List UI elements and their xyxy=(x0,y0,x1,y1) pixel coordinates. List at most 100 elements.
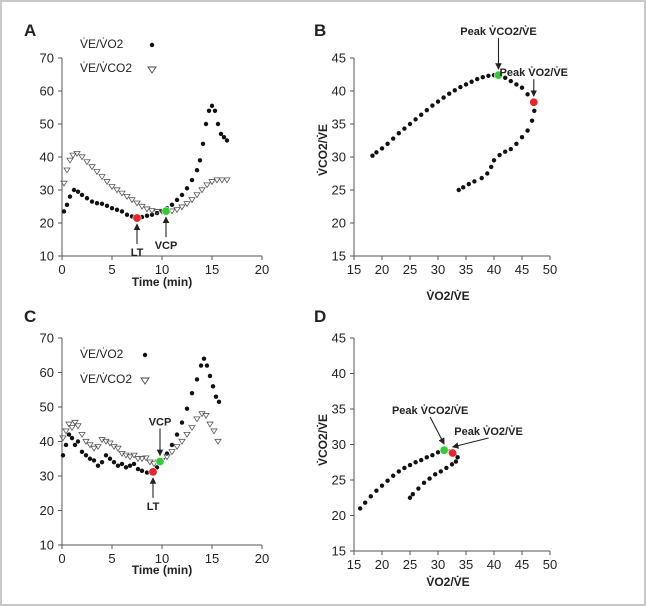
y-tick-label: 50 xyxy=(40,117,54,132)
x-tick-label: 0 xyxy=(58,262,65,277)
data-point xyxy=(363,500,368,505)
y-tick-label: 20 xyxy=(40,216,54,231)
data-point-ve-vo2 xyxy=(179,192,185,198)
data-point-ve-vco2 xyxy=(78,432,86,438)
data-point-ve-vco2 xyxy=(134,456,142,463)
data-point xyxy=(374,488,379,493)
x-tick-label: 15 xyxy=(205,262,219,277)
annotation-label: VCP xyxy=(149,417,172,429)
data-point xyxy=(435,99,441,104)
data-point xyxy=(368,494,373,499)
data-point xyxy=(391,136,396,141)
data-point-ve-vo2 xyxy=(216,399,222,405)
data-point-ve-vco2 xyxy=(203,182,211,189)
y-tick-label: 20 xyxy=(40,503,54,518)
data-point-ve-vo2 xyxy=(119,461,125,467)
data-point-ve-vco2 xyxy=(210,428,218,435)
y-tick-label: 15 xyxy=(332,544,346,559)
data-point-ve-vo2 xyxy=(212,108,218,114)
data-point xyxy=(486,73,491,79)
annotation-label: Peak V̇O2/V̇E xyxy=(454,425,523,438)
data-point-ve-vo2 xyxy=(123,465,129,470)
data-point-ve-vco2 xyxy=(82,438,90,445)
panel-d-points xyxy=(357,445,460,511)
data-point xyxy=(458,84,463,90)
data-point-ve-vco2 xyxy=(168,208,176,215)
data-point-ve-vco2 xyxy=(94,444,102,451)
data-point xyxy=(519,135,525,140)
panel-b-x-axis-title: V̇O2/V̇E xyxy=(426,288,469,303)
y-tick-label: 35 xyxy=(332,117,346,132)
data-point-ve-vco2 xyxy=(128,197,136,204)
panel-d-y-axis-title: V̇CO2/V̇E xyxy=(315,414,330,466)
data-point-ve-vco2 xyxy=(123,194,131,200)
data-point-ve-vco2 xyxy=(148,208,156,215)
data-point xyxy=(461,185,466,190)
data-point xyxy=(385,478,390,483)
data-point-ve-vco2 xyxy=(63,167,71,174)
data-point-ve-vco2 xyxy=(188,425,196,432)
legend-label-ve-vo2: V̇E/V̇O2 xyxy=(80,37,124,51)
annotation-label: Peak V̇O2/V̇E xyxy=(500,67,569,80)
data-point-ve-vco2 xyxy=(65,421,73,428)
data-point-ve-vo2 xyxy=(127,463,133,468)
data-point-ve-vo2 xyxy=(124,212,130,217)
data-point xyxy=(453,459,459,464)
panel-d-axes: 15 20 25 30 35 40 45 50 15 20 25 30 35 40 45 xyxy=(332,331,558,573)
data-point-ve-vco2 xyxy=(218,177,226,184)
data-point xyxy=(491,158,497,163)
annotation-label: Peak V̇CO2/V̇E xyxy=(392,405,468,418)
data-point-ve-vo2 xyxy=(79,192,85,198)
y-tick-label: 20 xyxy=(332,216,346,231)
data-point-ve-vo2 xyxy=(99,201,105,207)
data-point xyxy=(427,476,432,481)
y-tick-label: 30 xyxy=(40,183,54,198)
x-tick-label: 20 xyxy=(375,262,389,277)
panel-d: 15 20 25 30 35 40 45 50 15 20 25 30 35 40 45 Peak V̇CO… xyxy=(315,331,557,590)
y-tick-label: 45 xyxy=(332,331,346,346)
x-tick-label: 0 xyxy=(58,551,65,566)
data-point-ve-vo2 xyxy=(215,121,221,127)
panel-b-annotations: Peak V̇CO2/V̇E Peak V̇O2/V̇E xyxy=(460,26,568,97)
data-point-ve-vco2 xyxy=(173,207,181,214)
data-point-ve-vo2 xyxy=(221,135,227,140)
panel-a-axes: 0 5 10 15 20 10 20 30 40 50 60 70 xyxy=(40,51,270,278)
data-point-ve-vco2 xyxy=(202,413,210,419)
data-point xyxy=(396,131,401,136)
highlight-point xyxy=(439,445,449,455)
data-point-ve-vo2 xyxy=(139,468,145,474)
data-point-ve-vco2 xyxy=(143,206,151,213)
data-point-ve-vo2 xyxy=(135,466,141,472)
x-tick-label: 45 xyxy=(515,262,529,277)
data-point-ve-vo2 xyxy=(179,420,185,425)
data-point-ve-vco2 xyxy=(66,157,74,164)
y-tick-label: 30 xyxy=(40,469,54,484)
data-point-ve-vco2 xyxy=(193,192,201,199)
data-point xyxy=(433,472,438,477)
data-point xyxy=(519,85,525,90)
data-point-ve-vo2 xyxy=(75,189,81,194)
legend-marker-ve-vco2 xyxy=(140,377,150,385)
panel-b: 15 20 25 30 35 40 45 50 15 20 25 30 35 40 45 Peak V̇CO… xyxy=(315,26,568,303)
x-tick-label: 30 xyxy=(431,262,445,277)
y-tick-label: 25 xyxy=(332,473,346,488)
annotation-label: VCP xyxy=(155,240,178,252)
panel-c: 0 5 10 15 20 10 20 30 40 50 60 70 LT VCP V̇E/V̇O2 V̇… xyxy=(40,331,270,578)
data-point xyxy=(447,91,452,96)
data-point-ve-vo2 xyxy=(198,363,204,368)
data-point-ve-vco2 xyxy=(106,440,114,447)
data-point xyxy=(444,465,449,471)
data-point xyxy=(379,483,385,488)
data-point-ve-vo2 xyxy=(169,202,175,208)
data-point xyxy=(413,460,418,465)
data-point-ve-vco2 xyxy=(59,435,67,442)
annotation-label: LT xyxy=(131,247,144,259)
data-point-ve-vco2 xyxy=(183,201,191,208)
data-point-ve-vo2 xyxy=(149,212,155,217)
data-point-ve-vco2 xyxy=(193,416,201,423)
data-point-ve-vo2 xyxy=(109,205,115,211)
data-point-ve-vo2 xyxy=(206,108,212,114)
data-point-ve-vo2 xyxy=(174,432,180,437)
data-point-ve-vco2 xyxy=(188,197,196,204)
